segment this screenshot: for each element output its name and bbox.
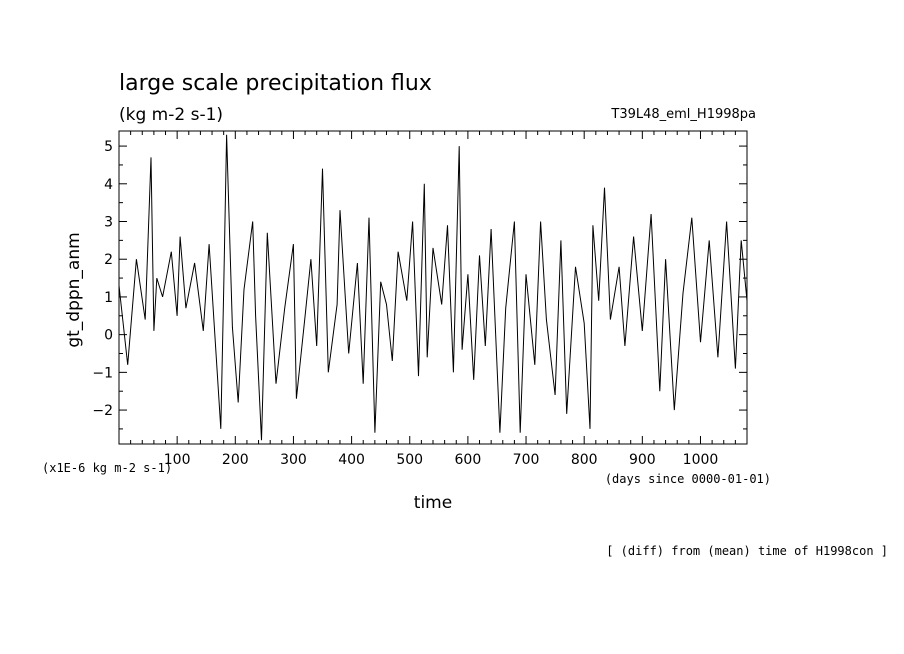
run-label: T39L48_eml_H1998pa: [610, 107, 756, 122]
y-axis-ticks: −2 −1 0 1 2 3 4 5: [92, 139, 747, 419]
footnote: [ (diff) from (mean) time of H1998con ]: [606, 544, 888, 558]
x-tick-label: 300: [280, 452, 307, 468]
x-tick-label: 600: [455, 452, 482, 468]
x-tick-label: 200: [222, 452, 249, 468]
y-tick-label: −2: [92, 403, 113, 419]
x-tick-label: 1000: [683, 452, 719, 468]
x-axis-ticks: 100 200 300 400 500 600 700 800 900 1000: [164, 131, 719, 468]
y-tick-label: 0: [104, 328, 113, 344]
y-axis-minor-ticks: [119, 164, 747, 430]
x-tick-label: 700: [513, 452, 540, 468]
chart-subtitle: (kg m-2 s-1): [119, 105, 223, 125]
x-axis-minor-ticks: [130, 131, 736, 444]
x-tick-label: 800: [571, 452, 598, 468]
series-line: [118, 134, 748, 441]
x-tick-label: 500: [396, 452, 423, 468]
y-tick-label: −1: [92, 365, 113, 381]
x-unit-label: (days since 0000-01-01): [605, 472, 771, 486]
x-tick-label: 400: [338, 452, 365, 468]
chart-title: large scale precipitation flux: [119, 71, 432, 96]
x-axis-label: time: [414, 493, 452, 513]
y-tick-label: 5: [104, 139, 113, 155]
x-tick-label: 900: [629, 452, 656, 468]
y-tick-label: 2: [104, 252, 113, 268]
y-axis-label: gt_dppn_anm: [64, 232, 84, 347]
plot-frame: [118, 130, 748, 445]
y-unit-label: (x1E-6 kg m-2 s-1): [42, 461, 172, 475]
y-tick-label: 1: [104, 290, 113, 306]
x-tick-label: 100: [164, 452, 191, 468]
y-tick-label: 3: [104, 215, 113, 231]
y-tick-label: 4: [104, 177, 113, 193]
